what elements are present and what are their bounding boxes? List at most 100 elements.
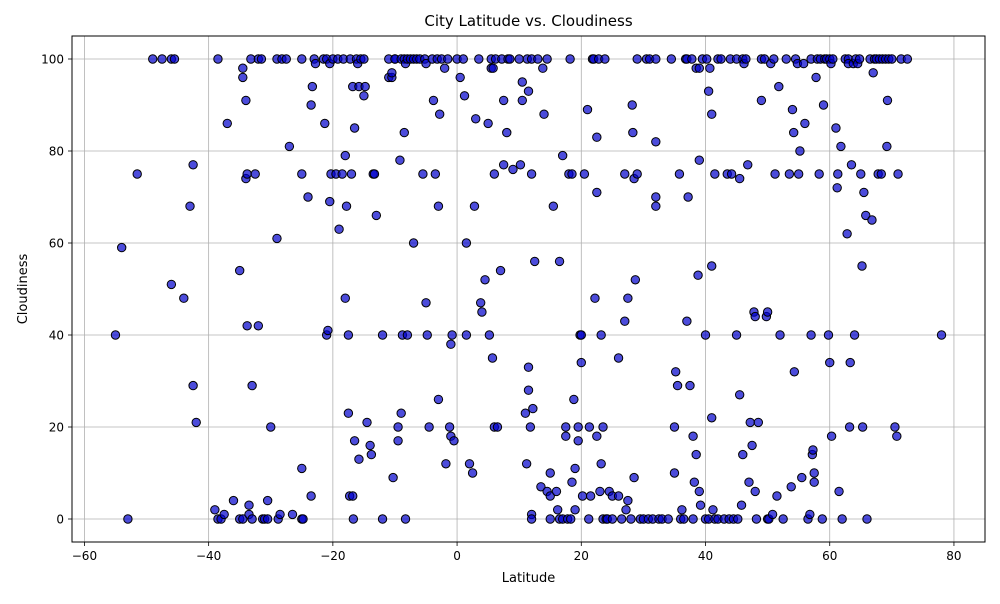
x-tick-label: 0	[453, 549, 461, 563]
data-point	[334, 224, 344, 234]
data-point	[179, 293, 189, 303]
data-point	[521, 459, 532, 469]
data-point	[751, 514, 762, 524]
data-point	[893, 169, 903, 179]
data-point	[809, 468, 819, 478]
data-point	[817, 514, 827, 524]
data-point	[447, 330, 457, 340]
data-point	[613, 353, 624, 363]
data-point	[762, 307, 773, 317]
data-point	[467, 468, 478, 478]
data-point	[700, 330, 711, 340]
data-point	[393, 422, 403, 432]
data-point	[809, 477, 819, 487]
data-point	[484, 330, 495, 340]
data-point	[774, 81, 784, 92]
data-point	[607, 514, 618, 524]
data-point	[632, 169, 642, 179]
data-point	[808, 445, 818, 455]
data-point	[679, 514, 689, 524]
data-point	[421, 298, 431, 308]
data-point	[517, 95, 527, 106]
data-point	[241, 95, 251, 106]
data-point	[523, 362, 534, 372]
data-point	[250, 169, 260, 179]
x-tick-label: 20	[574, 549, 589, 563]
data-point	[469, 201, 480, 211]
data-point	[694, 486, 704, 497]
data-point	[708, 505, 718, 515]
y-axis-label: Cloudiness	[16, 254, 31, 325]
data-point	[388, 472, 398, 483]
data-point	[340, 150, 350, 161]
data-point	[359, 91, 369, 101]
data-point	[862, 514, 872, 524]
data-point	[433, 394, 444, 405]
data-point	[458, 54, 468, 64]
data-point	[256, 54, 267, 64]
data-point	[542, 54, 552, 64]
data-point	[669, 422, 680, 432]
data-point	[441, 459, 451, 469]
data-point	[446, 339, 456, 349]
data-point	[567, 477, 577, 487]
data-point	[669, 468, 680, 478]
data-point	[219, 509, 229, 520]
data-point	[786, 482, 796, 492]
data-point	[674, 169, 685, 179]
data-point	[371, 210, 382, 221]
data-point	[795, 146, 805, 156]
data-point	[520, 408, 531, 418]
data-point	[826, 431, 837, 441]
data-point	[833, 169, 843, 179]
data-point	[592, 187, 602, 198]
data-point	[480, 275, 490, 285]
data-point	[600, 54, 610, 64]
data-point	[682, 316, 692, 326]
data-point	[297, 463, 307, 474]
data-point	[747, 440, 757, 451]
data-point	[707, 413, 717, 423]
data-point	[627, 100, 637, 110]
data-point	[505, 54, 515, 64]
data-point	[882, 141, 892, 152]
data-point	[185, 201, 195, 211]
data-point	[421, 58, 431, 69]
x-tick-label: 40	[698, 549, 713, 563]
data-point	[341, 201, 352, 211]
data-point	[275, 509, 285, 520]
data-point	[705, 63, 715, 73]
data-point	[769, 54, 779, 64]
data-point	[320, 118, 330, 129]
data-point	[598, 422, 608, 432]
data-point	[297, 169, 307, 179]
data-point	[369, 169, 380, 179]
data-point	[688, 431, 698, 441]
data-point	[337, 169, 347, 179]
data-point	[340, 293, 350, 303]
data-point	[936, 330, 947, 340]
data-point	[348, 514, 359, 524]
data-point	[857, 422, 868, 432]
data-point	[303, 192, 313, 202]
data-point	[422, 330, 432, 340]
data-point	[477, 307, 487, 317]
data-point	[132, 169, 142, 179]
data-point	[584, 422, 595, 432]
chart-title: City Latitude vs. Cloudiness	[424, 12, 632, 30]
data-point	[683, 192, 693, 202]
data-point	[694, 155, 704, 165]
data-point	[360, 81, 370, 92]
data-point	[632, 54, 642, 64]
data-point	[666, 54, 677, 64]
data-point	[449, 436, 459, 446]
data-point	[474, 54, 484, 64]
data-point	[584, 514, 594, 524]
data-point	[498, 95, 509, 106]
data-point	[745, 417, 755, 428]
data-point	[430, 169, 441, 179]
data-point	[418, 169, 428, 179]
data-point	[471, 114, 481, 124]
data-point	[793, 169, 804, 179]
data-point	[582, 104, 593, 115]
